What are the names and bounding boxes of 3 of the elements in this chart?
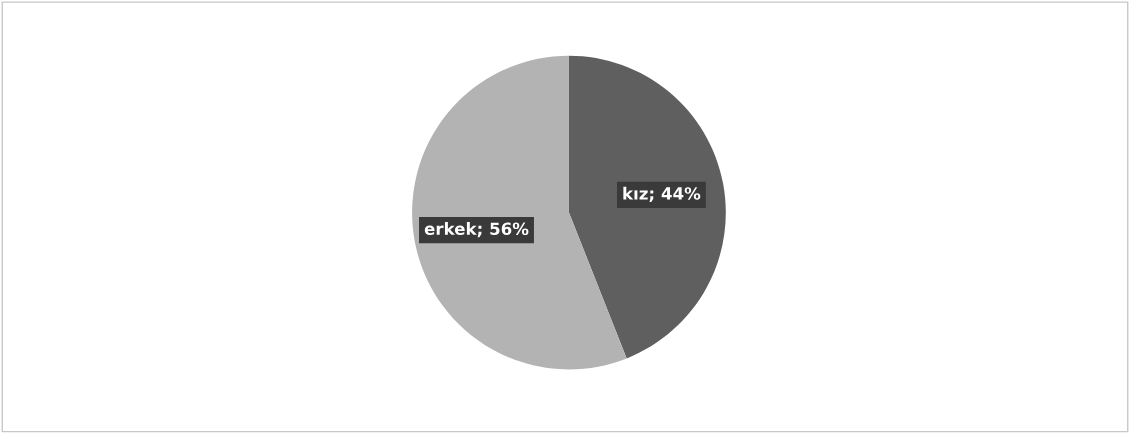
slice-label: erkek; 56% [424, 222, 529, 238]
pie-slice [568, 55, 726, 359]
slice-label: kız; 44% [623, 186, 701, 202]
